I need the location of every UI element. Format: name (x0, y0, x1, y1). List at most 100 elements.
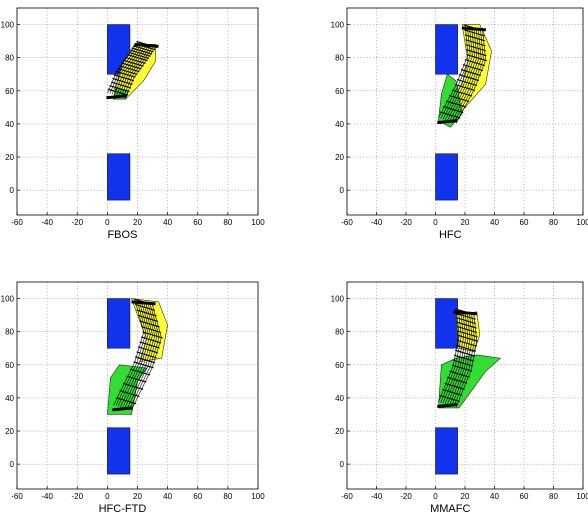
trajectory-end-mark (461, 26, 486, 32)
x-axis-label: MMAFC (430, 503, 470, 515)
x-tick-label: 80 (549, 218, 558, 227)
vehicle-outline-stroke (136, 309, 157, 317)
vehicle-outline-stroke (451, 89, 473, 97)
vehicle-outline-stroke (460, 69, 482, 77)
x-tick-label: 100 (576, 218, 588, 227)
vehicle-outline-stroke (451, 364, 473, 372)
vehicle-outline-stroke (455, 312, 476, 320)
vehicle-outline-stroke (139, 341, 160, 349)
vehicle-outline-stroke (137, 346, 159, 354)
trajectory-end-mark (134, 42, 159, 48)
vehicle-outline-stroke (456, 78, 478, 87)
vehicle-outline-stroke (140, 336, 162, 344)
vehicle-outline-stroke (464, 29, 485, 37)
vehicle-outline-stroke (456, 339, 478, 347)
vehicle-outline-stroke (443, 106, 464, 114)
y-tick-label: 0 (340, 460, 345, 469)
vehicle-outline-stroke (442, 388, 463, 396)
x-tick-label: -20 (71, 492, 83, 501)
trajectory-bundle (437, 308, 479, 409)
x-tick-label: 40 (490, 218, 499, 227)
x-axis-label: HFC-FTD (99, 503, 147, 515)
vehicle-outline-stroke (465, 39, 486, 47)
x-tick-label: 20 (133, 218, 142, 227)
x-tick-label: -20 (400, 492, 412, 501)
trajectory-end-mark (131, 300, 156, 306)
x-tick-label: 0 (105, 218, 110, 227)
x-tick-label: -60 (341, 492, 353, 501)
obstacle-block (435, 153, 458, 201)
vehicle-outline-stroke (444, 382, 465, 390)
x-tick-label: 80 (223, 218, 232, 227)
vehicle-outline-stroke (448, 95, 470, 103)
vehicle-outline-stroke (122, 382, 144, 390)
obstacle-block (107, 153, 131, 201)
vehicle-outline-stroke (455, 317, 477, 325)
y-tick-label: 100 (331, 21, 345, 30)
trajectory-start-mark (112, 406, 133, 412)
obstacle-block (435, 427, 458, 475)
vehicle-outline-stroke (449, 370, 470, 378)
vehicle-outline-stroke (452, 359, 474, 367)
x-tick-label: 40 (490, 492, 499, 501)
x-tick-label: 20 (461, 218, 470, 227)
vehicle-outline-stroke (107, 88, 129, 96)
y-tick-label: 60 (335, 361, 344, 370)
trajectory-bundle (437, 24, 487, 125)
vehicle-outline-stroke (456, 321, 477, 329)
vehicle-outline-stroke (466, 49, 487, 57)
y-tick-label: 40 (335, 120, 344, 129)
axes-frame (16, 7, 259, 216)
vehicle-outline-stroke (126, 375, 147, 383)
y-tick-label: 60 (5, 87, 14, 96)
vehicle-outline-stroke (123, 59, 144, 67)
obstacle-block (107, 298, 131, 349)
vehicle-outline-stroke (454, 83, 476, 92)
y-tick-label: 80 (335, 54, 344, 63)
y-tick-label: 80 (335, 328, 344, 337)
y-tick-label: 0 (10, 186, 15, 195)
vehicle-outline-stroke (115, 70, 136, 78)
vehicle-outline-stroke (456, 325, 478, 333)
x-tick-label: 20 (133, 492, 142, 501)
x-tick-label: 100 (251, 492, 265, 501)
x-tick-label: 60 (520, 218, 529, 227)
axes-frame (346, 281, 584, 490)
x-tick-label: -60 (341, 218, 353, 227)
y-tick-label: 0 (340, 186, 345, 195)
vehicle-outline-stroke (139, 320, 160, 328)
x-tick-label: 100 (251, 218, 265, 227)
vehicle-outline-stroke (115, 397, 137, 405)
vehicle-outline-stroke (134, 303, 156, 311)
axes-frame (16, 281, 259, 490)
vehicle-outline-stroke (109, 85, 130, 93)
subplot: -60 -40 -20 0 20 40 60 80 100 0 20 40 60 80 100 MMAFC (331, 281, 588, 515)
x-tick-label: 20 (461, 492, 470, 501)
trajectory-start-mark (106, 94, 127, 100)
vehicle-outline-stroke (140, 325, 162, 333)
vehicle-outline-stroke (465, 44, 486, 52)
vehicle-outline-stroke (466, 54, 487, 62)
vehicle-outline-stroke (462, 64, 484, 72)
vehicle-outline-stroke (113, 74, 135, 82)
x-tick-label: -40 (371, 218, 383, 227)
vehicle-outline-stroke (127, 54, 148, 62)
trajectory-bundle (112, 298, 163, 412)
subplot: -60 -40 -20 0 20 40 60 80 100 0 20 40 60 80 100 HFC (331, 7, 588, 241)
vehicle-outline-stroke (133, 361, 154, 369)
obstacle-block (435, 298, 458, 349)
y-tick-label: 20 (5, 153, 14, 162)
green-region (107, 364, 148, 415)
vehicle-outline-stroke (464, 59, 485, 67)
x-tick-label: 80 (223, 492, 232, 501)
y-tick-label: 0 (10, 460, 15, 469)
trajectory-start-mark (437, 119, 458, 125)
vehicle-outline-stroke (119, 65, 140, 73)
vehicle-outline-stroke (454, 349, 476, 357)
obstacle-block (107, 427, 131, 475)
x-tick-label: -60 (11, 218, 23, 227)
x-tick-label: 0 (433, 492, 438, 501)
trajectory-bundle (106, 40, 159, 100)
x-tick-label: -60 (11, 492, 23, 501)
